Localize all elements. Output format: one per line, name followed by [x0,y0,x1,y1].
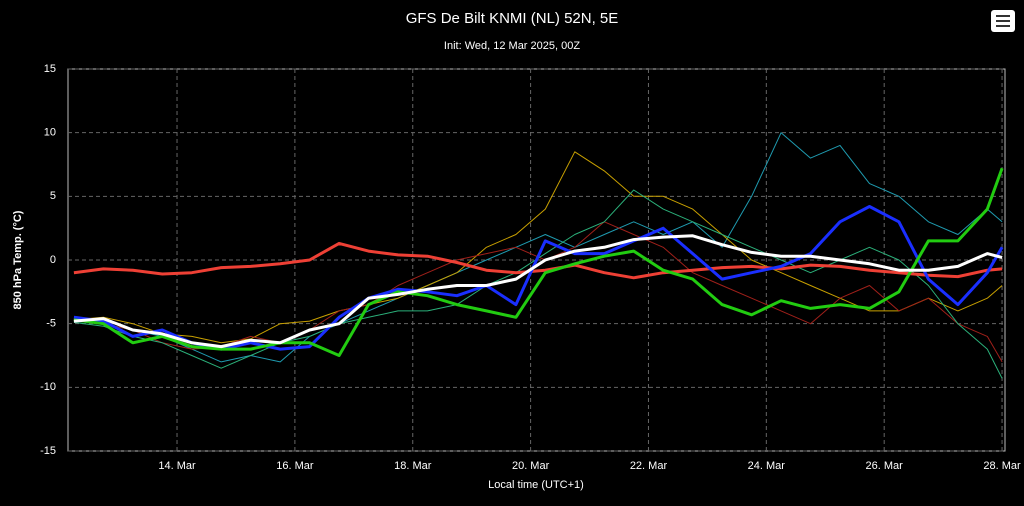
y-tick-label: 10 [44,127,56,139]
y-tick-label: 5 [50,190,56,202]
chart-subtitle: Init: Wed, 12 Mar 2025, 00Z [444,40,580,52]
series-line [73,234,1003,349]
y-tick-label: -15 [40,445,56,457]
x-tick-label: 22. Mar [630,460,668,472]
series-line [73,241,1003,280]
x-tick-label: 16. Mar [276,460,314,472]
x-axis-label: Local time (UTC+1) [488,479,584,491]
y-tick-label: -5 [46,318,56,330]
series-line [73,189,1003,379]
y-tick-label: 15 [44,63,56,75]
y-tick-label: 0 [50,254,56,266]
y-axis-label: 850 hPa Temp. (°C) [12,210,24,309]
chart-title: GFS De Bilt KNMI (NL) 52N, 5E [406,10,619,27]
x-tick-label: 24. Mar [748,460,786,472]
series-line [73,205,1004,351]
x-tick-label: 14. Mar [158,460,196,472]
series-line [73,151,1003,344]
x-tick-label: 18. Mar [394,460,432,472]
x-tick-label: 28. Mar [983,460,1021,472]
y-tick-label: -10 [40,381,56,393]
x-tick-label: 20. Mar [512,460,550,472]
series-line [73,167,1004,357]
series-line [73,132,1003,363]
menu-button[interactable] [991,10,1015,32]
x-tick-label: 26. Mar [866,460,904,472]
